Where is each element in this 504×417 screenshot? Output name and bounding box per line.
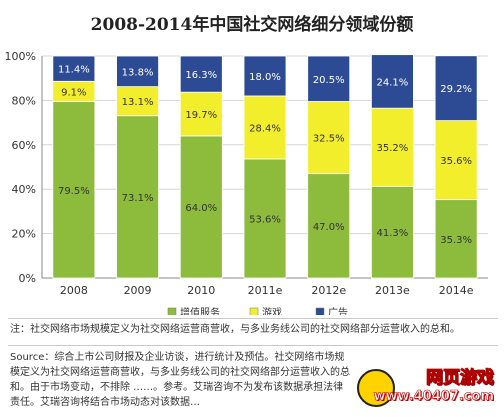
watermark-brand: 网页游戏 [426,368,495,389]
legend-label: 游戏 [262,306,282,315]
x-tick-label: 2010 [187,284,215,297]
x-tick-label: 2013e [375,284,410,297]
legend-swatch [167,307,177,315]
bar-segment [116,86,159,117]
bar-segment [243,55,287,97]
data-label: 64.0% [185,203,217,214]
legend-label: 广告 [328,306,348,315]
data-label: 16.3% [185,70,217,81]
data-label: 11.4% [58,65,90,76]
data-label: 35.2% [377,143,409,154]
y-tick-label: 40% [12,183,36,196]
legend-label: 增值服务 [180,306,220,315]
bar-segment [434,199,478,279]
data-label: 35.3% [440,235,472,246]
y-tick-label: 100% [5,50,36,63]
x-tick-label: 2008 [60,284,88,297]
data-label: 41.3% [377,228,409,239]
data-label: 29.2% [440,84,472,95]
y-tick-label: 20% [12,228,36,241]
data-label: 24.1% [377,77,409,88]
source-text: Source：综合上市公司财报及企业访谈，进行统计及预估。社交网络市场规模定义为… [10,352,350,408]
bar-segment [371,54,414,109]
bar-segment [307,101,351,175]
divider-top [8,318,498,319]
data-label: 20.5% [313,75,345,86]
watermark-logo: 网页游戏 www.40407.com [355,361,500,413]
data-label: 73.1% [122,193,154,204]
x-tick-label: 2012e [311,284,346,297]
bar-segment [116,115,159,279]
bar-segment [179,55,223,93]
data-label: 19.7% [185,110,217,121]
data-label: 35.6% [440,156,472,167]
data-label: 53.6% [249,215,281,226]
mascot-icon [357,369,395,407]
data-label: 18.0% [249,72,281,83]
bar-segment [52,55,96,82]
x-tick-label: 2014e [439,284,474,297]
chart-title: 2008-2014年中国社交网络细分领域份额 [90,15,414,35]
x-tick-label: 2009 [124,284,152,297]
bar-segment [307,173,351,279]
bar-segment [434,120,478,201]
note-text: 注：社交网络市场规模定义为社交网络运营商营收，与多业务线公司的社交网络部分运营收… [10,324,460,335]
bar-segment [243,95,287,160]
data-label: 47.0% [313,222,345,233]
legend-swatch [315,307,325,315]
y-tick-label: 80% [12,94,36,107]
bar-segment [371,107,414,187]
divider-bottom [8,345,498,346]
watermark-url: www.40407.com [373,389,494,405]
data-label: 9.1% [61,87,86,98]
y-tick-label: 60% [12,139,36,152]
bar-segment [116,55,159,88]
legend-swatch [249,307,259,315]
data-label: 28.4% [249,123,281,134]
data-label: 32.5% [313,134,345,145]
stacked-bar-chart: 0% 20% 40% 60% 80% 100% 79.5% 9.1% 11.4% 2008 73.1… [5,50,488,315]
bar-segment [52,101,96,279]
bar-segment [434,55,478,122]
data-label: 13.1% [122,97,154,108]
bar-segment [307,55,351,102]
data-label: 13.8% [122,67,154,78]
data-label: 79.5% [58,186,90,197]
y-tick-label: 0% [19,272,36,285]
bar-segment [243,158,287,279]
x-tick-label: 2011e [248,284,283,297]
bar-segment [371,185,414,279]
